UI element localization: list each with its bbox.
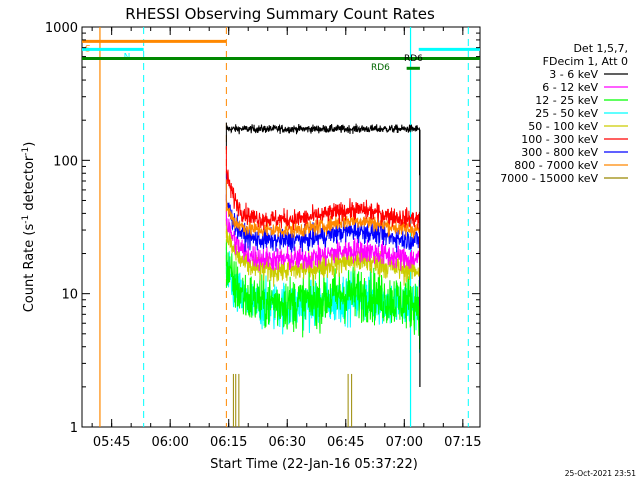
legend-label: 100 - 300 keV xyxy=(521,133,598,146)
series-line xyxy=(225,202,420,277)
plot-frame xyxy=(81,26,481,428)
chart-title: RHESSI Observing Summary Count Rates xyxy=(125,5,435,23)
legend-label: 3 - 6 keV xyxy=(549,68,598,81)
series-layer xyxy=(225,122,421,427)
legend-header-1: Det 1,5,7, xyxy=(573,42,628,55)
x-tick-label: 06:15 xyxy=(210,435,247,450)
x-axis-label: Start Time (22-Jan-16 05:37:22) xyxy=(210,457,418,472)
generated-timestamp: 25-Oct-2021 23:51 xyxy=(565,469,636,478)
legend-label: 7000 - 15000 keV xyxy=(500,172,598,185)
legend-label: 12 - 25 keV xyxy=(535,94,598,107)
y-tick-label: 1 xyxy=(70,421,78,436)
series-line xyxy=(225,123,420,176)
annotation-layer: SNRD6RD6 xyxy=(82,27,480,427)
x-tick-label: 07:15 xyxy=(444,435,481,450)
rd-upper-label: RD6 xyxy=(404,54,423,64)
legend-label: 6 - 12 keV xyxy=(542,81,598,94)
x-tick-label: 07:00 xyxy=(386,435,423,450)
rd-lower-label: RD6 xyxy=(371,63,390,73)
plot-area xyxy=(81,26,481,428)
legend-label: 25 - 50 keV xyxy=(535,107,598,120)
x-tick-label: 06:00 xyxy=(151,435,188,450)
ticks-layer: 1 10 100 1000 05:45 06:00 06:15 06:30 06:45 07:00… xyxy=(45,21,482,450)
y-axis-label: Count Rate (s-1 detector-1) xyxy=(21,142,37,313)
x-tick-label: 06:30 xyxy=(269,435,306,450)
x-tick-label: 05:45 xyxy=(93,435,130,450)
legend-label: 50 - 100 keV xyxy=(528,120,598,133)
y-tick-label: 10 xyxy=(61,288,78,303)
legend-label: 300 - 800 keV xyxy=(521,146,598,159)
series-line xyxy=(225,252,420,350)
x-tick-label: 06:45 xyxy=(327,435,364,450)
series-line xyxy=(225,169,420,266)
y-tick-label: 100 xyxy=(53,154,78,169)
y-tick-label: 1000 xyxy=(45,21,78,36)
legend-label: 800 - 7000 keV xyxy=(514,159,598,172)
legend-header-2: FDecim 1, Att 0 xyxy=(543,55,628,68)
series-line xyxy=(225,214,420,306)
